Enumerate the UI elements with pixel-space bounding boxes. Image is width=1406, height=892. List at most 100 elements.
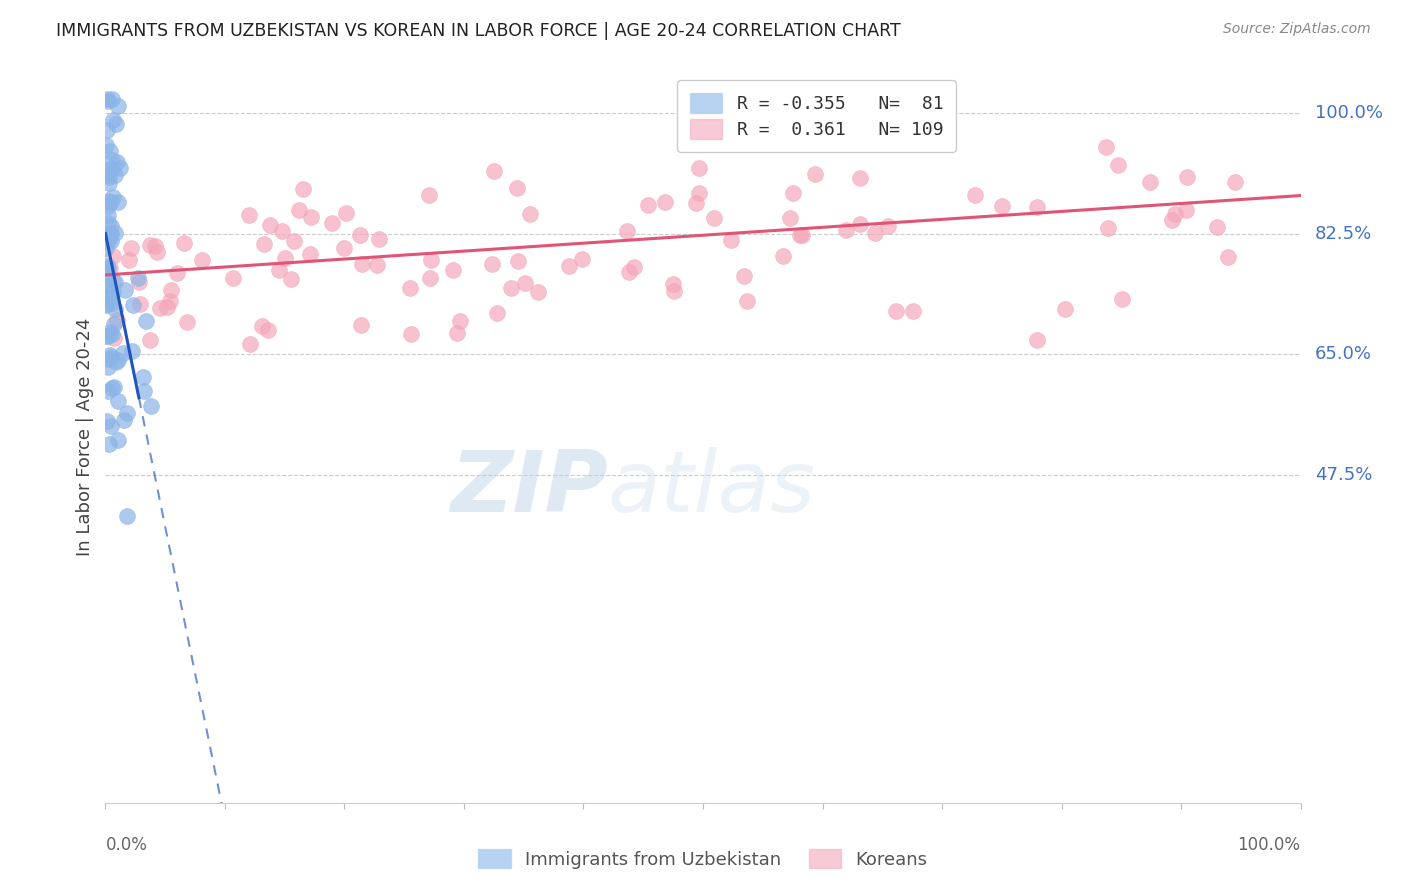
Point: [252, 319, 274, 334]
Point: [662, 277, 685, 292]
Point: [1053, 302, 1076, 317]
Point: [96, 261, 118, 276]
Point: [513, 277, 536, 291]
Point: [299, 210, 322, 224]
Text: Source: ZipAtlas.com: Source: ZipAtlas.com: [1223, 22, 1371, 37]
Point: [735, 293, 758, 308]
Point: [98, 145, 121, 159]
Point: [1111, 292, 1133, 306]
Point: [835, 223, 858, 237]
Point: [506, 181, 529, 195]
Point: [100, 351, 122, 365]
Point: [100, 227, 122, 241]
Point: [100, 153, 122, 167]
Point: [98, 436, 121, 450]
Point: [991, 199, 1014, 213]
Text: 0.0%: 0.0%: [105, 836, 148, 854]
Point: [519, 207, 541, 221]
Point: [1175, 170, 1198, 185]
Point: [103, 226, 125, 240]
Point: [849, 217, 872, 231]
Point: [100, 194, 122, 209]
Point: [349, 227, 371, 242]
Point: [280, 272, 302, 286]
Point: [101, 190, 124, 204]
Point: [104, 301, 127, 316]
Point: [654, 194, 676, 209]
Point: [121, 343, 143, 358]
Point: [965, 188, 987, 202]
Point: [107, 312, 129, 326]
Point: [112, 346, 135, 360]
Point: [173, 236, 195, 251]
Point: [100, 290, 122, 304]
Point: [159, 293, 181, 308]
Point: [662, 284, 685, 298]
Point: [366, 258, 388, 272]
Point: [482, 164, 505, 178]
Point: [418, 188, 440, 202]
Point: [108, 161, 131, 175]
Point: [782, 186, 804, 200]
Point: [132, 370, 155, 384]
Point: [367, 232, 389, 246]
Point: [1107, 158, 1129, 172]
Point: [877, 219, 900, 233]
Point: [321, 216, 343, 230]
Point: [96, 266, 118, 280]
Point: [139, 400, 162, 414]
Point: [143, 238, 166, 252]
Y-axis label: In Labor Force | Age 20-24: In Labor Force | Age 20-24: [76, 318, 94, 557]
Point: [100, 235, 122, 249]
Point: [481, 257, 503, 271]
Point: [132, 384, 155, 399]
Point: [105, 355, 128, 369]
Point: [139, 238, 162, 252]
Point: [98, 230, 121, 244]
Point: [105, 155, 128, 169]
Point: [176, 314, 198, 328]
Point: [94, 241, 117, 255]
Point: [1206, 220, 1229, 235]
Point: [100, 219, 122, 233]
Point: [101, 381, 124, 395]
Point: [97, 360, 120, 375]
Point: [100, 418, 122, 433]
Point: [101, 326, 124, 341]
Point: [96, 259, 118, 273]
Text: 100.0%: 100.0%: [1315, 103, 1384, 122]
Point: [115, 406, 138, 420]
Point: [335, 206, 357, 220]
Text: 47.5%: 47.5%: [1315, 466, 1372, 484]
Point: [789, 227, 811, 242]
Point: [508, 254, 530, 268]
Point: [1094, 140, 1116, 154]
Text: 65.0%: 65.0%: [1315, 345, 1372, 363]
Point: [98, 227, 121, 241]
Point: [97, 329, 120, 343]
Text: ZIP: ZIP: [450, 447, 607, 530]
Point: [191, 253, 214, 268]
Point: [287, 203, 309, 218]
Point: [107, 99, 129, 113]
Point: [779, 211, 801, 225]
Point: [803, 167, 825, 181]
Point: [128, 275, 150, 289]
Point: [350, 318, 373, 333]
Legend: R = -0.355   N=  81, R =  0.361   N= 109: R = -0.355 N= 81, R = 0.361 N= 109: [678, 80, 956, 152]
Point: [96, 208, 118, 222]
Point: [790, 228, 813, 243]
Point: [1097, 220, 1119, 235]
Point: [352, 257, 374, 271]
Point: [128, 297, 150, 311]
Point: [155, 301, 177, 315]
Point: [253, 237, 276, 252]
Point: [115, 508, 138, 523]
Point: [96, 261, 118, 276]
Point: [97, 199, 120, 213]
Point: [97, 194, 120, 208]
Point: [101, 249, 124, 263]
Point: [100, 161, 122, 175]
Point: [499, 281, 522, 295]
Point: [107, 393, 129, 408]
